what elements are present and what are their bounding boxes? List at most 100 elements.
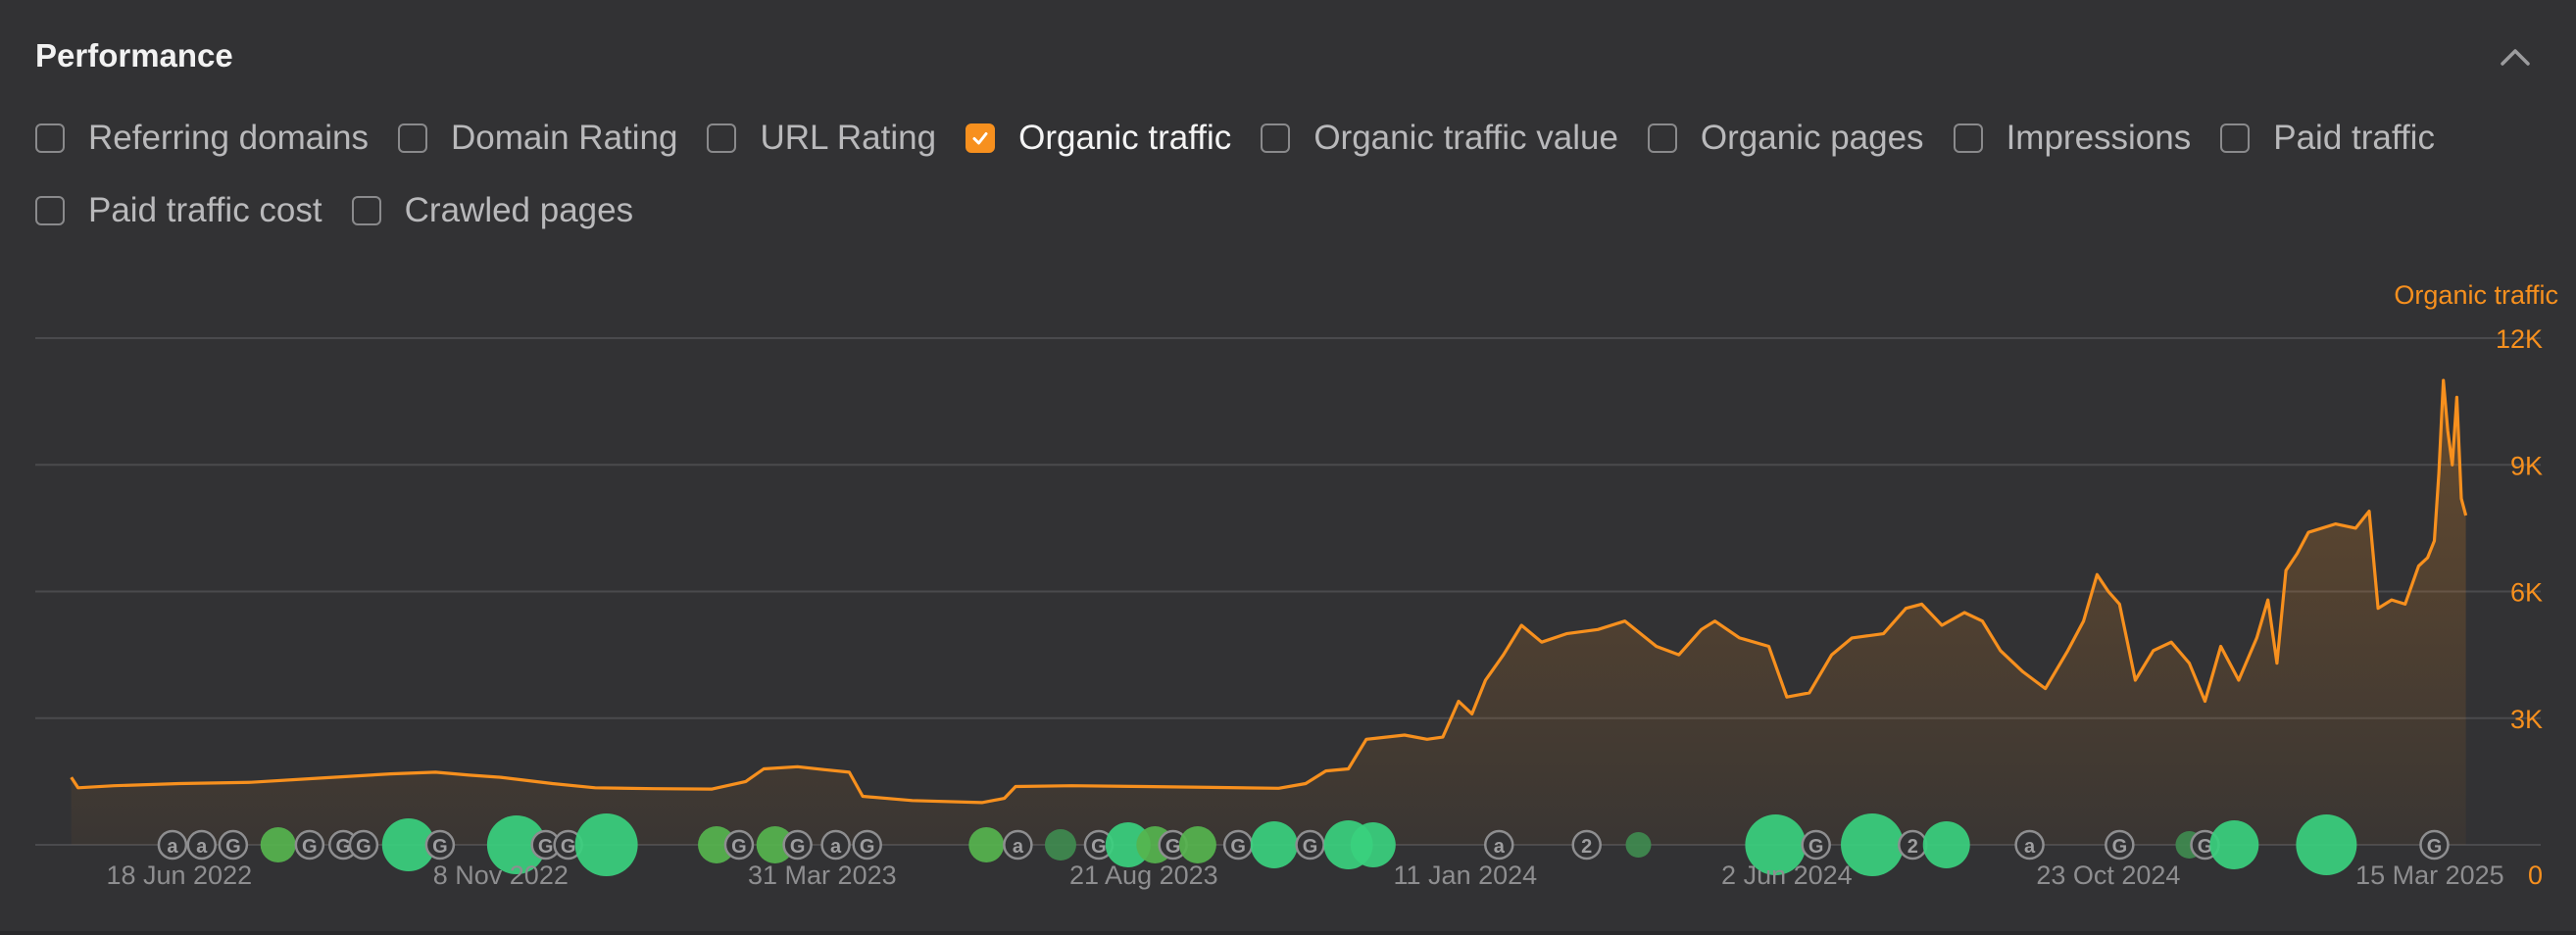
annotation-marker-icon	[186, 829, 217, 861]
annotation-marker-icon	[1484, 829, 1514, 861]
checkbox[interactable]	[397, 123, 427, 153]
metric-option-organic-traffic[interactable]: Organic traffic	[966, 115, 1231, 162]
metric-label: Impressions	[2006, 119, 2192, 157]
annotation-marker-text: a	[196, 836, 208, 858]
annotation-marker-text: G	[2198, 836, 2213, 858]
annotation-bubble	[1178, 826, 1216, 863]
checkmark-icon	[972, 132, 988, 145]
annotation-bubble	[486, 815, 546, 874]
y-tick-label: 12K	[2496, 324, 2543, 354]
annotation-marker-icon	[2105, 829, 2135, 861]
metric-options: Referring domains Domain Rating URL Rating…	[35, 115, 2545, 234]
annotation-bubble	[1922, 821, 1970, 868]
annotation-marker-text: a	[1013, 836, 1024, 858]
y-tick-label: 6K	[2510, 578, 2543, 608]
organic-traffic-area	[71, 380, 2466, 845]
checkbox[interactable]	[2220, 123, 2251, 153]
metric-option-paid-traffic[interactable]: Paid traffic	[2220, 115, 2435, 162]
panel-title: Performance	[35, 37, 233, 74]
annotation-marker-text: G	[2112, 836, 2128, 858]
checkbox[interactable]	[1647, 123, 1677, 153]
annotation-bubble	[1841, 813, 1905, 876]
metric-option-paid-traffic-cost[interactable]: Paid traffic cost	[35, 187, 322, 234]
x-tick-label: 2 Jun 2024	[1721, 861, 1853, 890]
annotation-marker-text: G	[1230, 836, 1246, 858]
x-tick-label: 21 Aug 2023	[1069, 861, 1218, 890]
annotation-bubble	[756, 826, 794, 863]
metric-option-organic-traffic-value[interactable]: Organic traffic value	[1261, 115, 1618, 162]
annotation-marker-icon	[157, 829, 188, 861]
annotation-bubble	[1105, 822, 1151, 867]
annotation-marker-text: G	[2427, 836, 2443, 858]
annotation-marker-icon	[1801, 829, 1831, 861]
checkbox[interactable]	[351, 196, 381, 225]
annotation-bubble	[1250, 821, 1298, 868]
annotation-marker-text: a	[1494, 836, 1506, 858]
annotation-bubble	[1745, 814, 1807, 875]
annotation-marker-icon	[782, 829, 813, 861]
x-tick-label: 18 Jun 2022	[106, 861, 252, 890]
metric-label: Organic traffic value	[1313, 119, 1618, 157]
annotation-marker-icon	[348, 829, 379, 861]
x-tick-label: 23 Oct 2024	[2036, 861, 2180, 890]
annotation-marker-text: G	[731, 836, 747, 858]
annotation-marker-icon	[1571, 829, 1602, 861]
annotation-marker-text: G	[1808, 836, 1824, 858]
metric-option-referring-domains[interactable]: Referring domains	[35, 115, 369, 162]
y-tick-label: 0	[2528, 861, 2543, 890]
annotation-marker-text: a	[2024, 836, 2036, 858]
annotation-bubble	[698, 826, 736, 863]
annotation-bubble	[2296, 814, 2357, 875]
annotation-marker-icon	[294, 829, 325, 861]
metric-option-url-rating[interactable]: URL Rating	[707, 115, 936, 162]
metric-label: Domain Rating	[450, 119, 678, 157]
annotation-marker-text: G	[790, 836, 806, 858]
checkbox[interactable]	[1953, 123, 1983, 153]
annotation-marker-text: G	[1091, 836, 1107, 858]
metric-label: Organic traffic	[1018, 119, 1232, 157]
annotation-marker-icon	[2014, 829, 2045, 861]
checkbox[interactable]	[35, 196, 65, 225]
x-tick-label: 31 Mar 2023	[748, 861, 897, 890]
chevron-up-icon	[2501, 49, 2530, 66]
y-tick-label: 9K	[2510, 451, 2543, 480]
x-tick-label: 8 Nov 2022	[433, 861, 569, 890]
metric-option-impressions[interactable]: Impressions	[1953, 115, 2192, 162]
annotation-marker-text: a	[830, 836, 842, 858]
annotation-marker-text: G	[356, 836, 372, 858]
annotation-marker-icon	[723, 829, 755, 861]
checkbox[interactable]	[35, 123, 65, 153]
metric-label: Paid traffic cost	[88, 191, 322, 229]
y-tick-label: 3K	[2510, 705, 2543, 734]
annotation-bubble	[381, 818, 435, 871]
metric-option-domain-rating[interactable]: Domain Rating	[397, 115, 678, 162]
collapse-button[interactable]	[2496, 37, 2535, 76]
annotation-bubble	[1044, 829, 1076, 861]
metric-label: URL Rating	[760, 119, 937, 157]
x-tick-label: 11 Jan 2024	[1394, 861, 1538, 890]
annotation-marker-text: G	[1303, 836, 1318, 858]
annotation-marker-text: G	[335, 836, 351, 858]
checkbox[interactable]	[707, 123, 737, 153]
metric-label: Crawled pages	[404, 191, 634, 229]
x-tick-label: 15 Mar 2025	[2355, 861, 2504, 890]
annotation-marker-text: G	[860, 836, 875, 858]
metric-label: Organic pages	[1700, 119, 1924, 157]
checkbox[interactable]	[966, 123, 996, 153]
annotation-marker-text: G	[302, 836, 318, 858]
checkbox[interactable]	[1261, 123, 1291, 153]
annotation-marker-icon	[218, 829, 249, 861]
annotation-marker-icon	[1003, 829, 1033, 861]
metric-label: Paid traffic	[2273, 119, 2435, 157]
annotation-marker-icon	[424, 829, 456, 861]
annotation-marker-icon	[852, 829, 882, 861]
annotation-marker-text: 2	[1907, 836, 1918, 858]
annotation-bubble	[2209, 820, 2259, 869]
metric-label: Referring domains	[88, 119, 369, 157]
metric-option-crawled-pages[interactable]: Crawled pages	[351, 187, 634, 234]
metric-option-organic-pages[interactable]: Organic pages	[1647, 115, 1924, 162]
annotation-marker-text: G	[225, 836, 241, 858]
organic-traffic-line	[70, 378, 2468, 805]
annotation-marker-icon	[820, 829, 851, 861]
